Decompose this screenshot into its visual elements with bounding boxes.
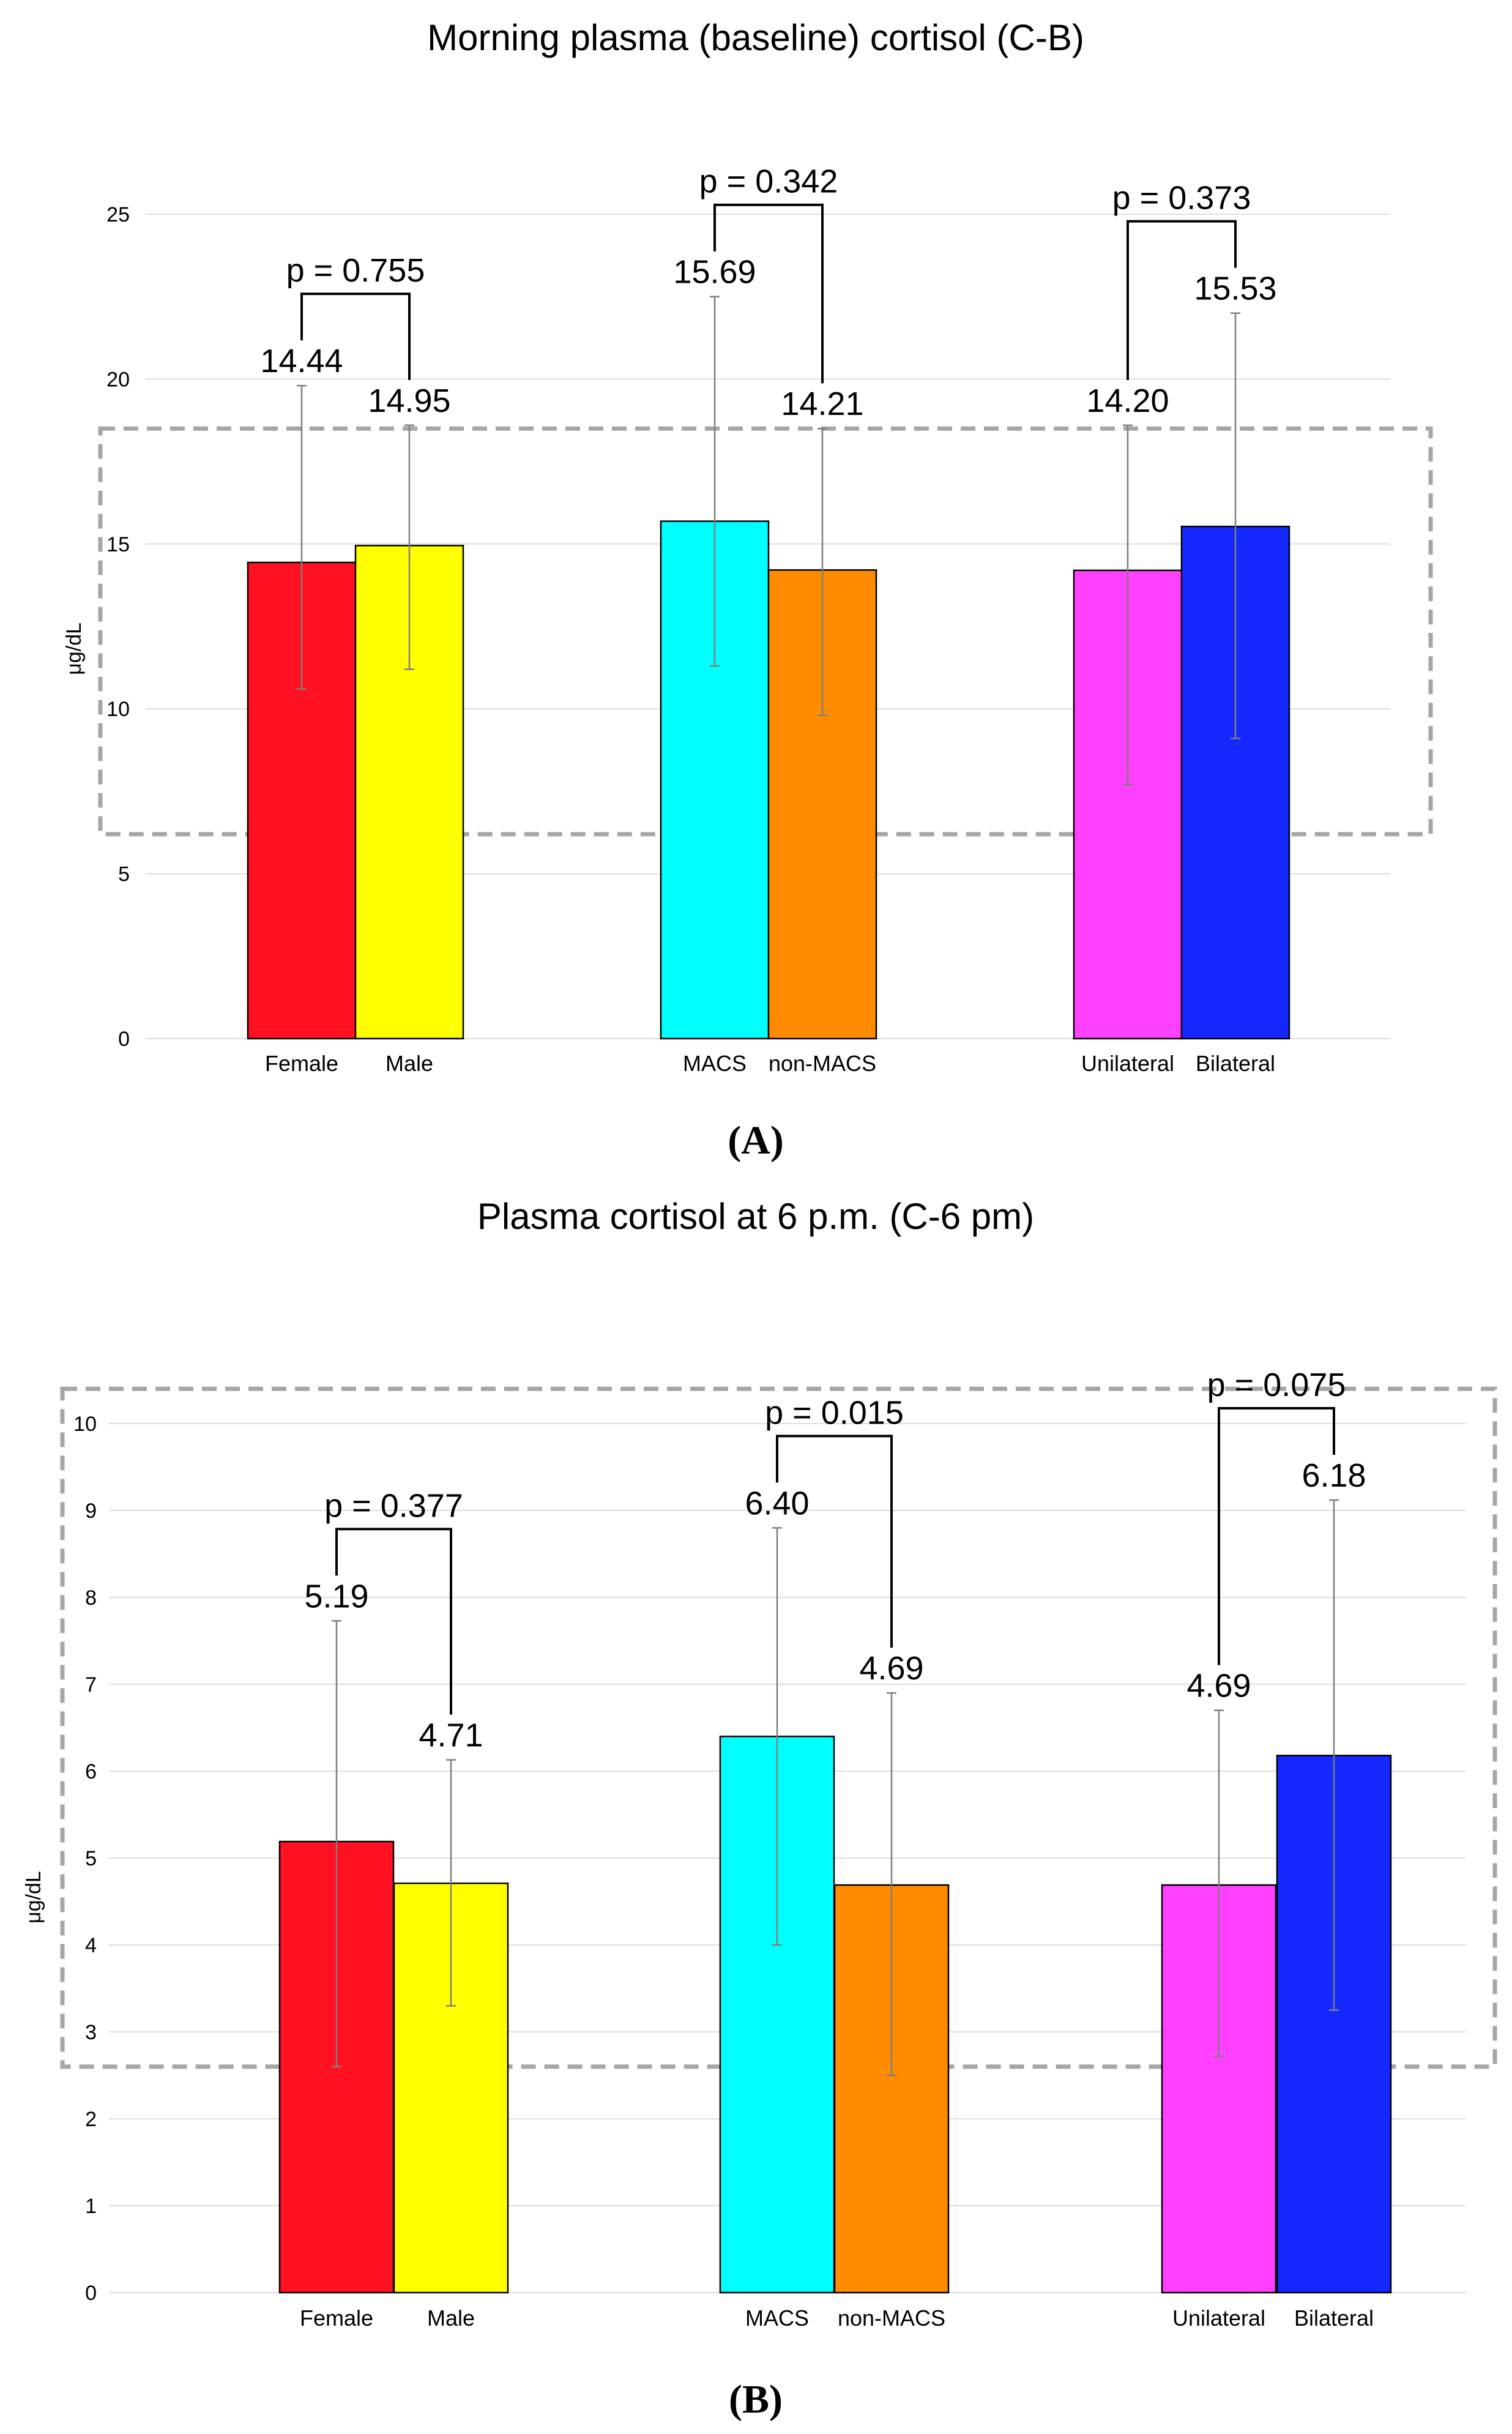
chart-a-y-tick-label: 20 [106,368,130,391]
chart-a-title: Morning plasma (baseline) cortisol (C-B) [427,17,1084,58]
chart-a-value-label: 15.53 [1194,271,1276,307]
chart-a-significance-bracket [300,293,411,380]
chart-b-y-tick-label: 2 [85,2108,97,2131]
chart-b-y-tick-label: 8 [85,1586,97,1610]
chart-b-category-label: Unilateral [1172,2305,1265,2331]
chart-b-y-tick-label: 5 [85,1847,97,1870]
chart-b-category-label: Bilateral [1294,2305,1374,2331]
chart-b-value-label: 6.40 [745,1485,809,1521]
chart-b-significance-bracket [1218,1406,1335,1665]
chart-b-y-tick-label: 6 [85,1760,97,1783]
chart-b-p-value-label: p = 0.015 [765,1394,904,1431]
chart-b-panel-label: (B) [729,2377,783,2422]
chart-a-category-label: non-MACS [769,1051,876,1076]
chart-a-category-label: Unilateral [1081,1051,1174,1076]
chart-a-category-label: Male [385,1051,433,1076]
chart-b-p-value-label: p = 0.075 [1207,1367,1346,1403]
chart-b-y-tick-label: 3 [85,2021,97,2044]
chart-panel-a: Morning plasma (baseline) cortisol (C-B)… [62,17,1433,1163]
chart-b-y-tick-label: 4 [85,1934,97,1957]
chart-b-significance-bracket [776,1435,893,1648]
chart-a-category-label: Bilateral [1196,1051,1275,1076]
chart-a-p-value-label: p = 0.373 [1112,180,1251,217]
chart-a-category-label: Female [265,1051,338,1076]
chart-b-title: Plasma cortisol at 6 p.m. (C-6 pm) [477,1196,1034,1237]
chart-a-panel-label: (A) [728,1118,784,1163]
chart-a-y-tick-label: 0 [118,1028,130,1051]
chart-a-value-label: 14.20 [1086,383,1169,419]
chart-a-p-value-label: p = 0.342 [699,163,838,200]
chart-b-value-label: 5.19 [304,1578,368,1615]
chart-a-y-axis-label: μg/dL [62,622,86,675]
chart-panel-b: Plasma cortisol at 6 p.m. (C-6 pm) μg/dL… [22,1196,1497,2422]
chart-a-value-label: 15.69 [673,254,756,291]
chart-b-p-value-label: p = 0.377 [324,1487,463,1524]
chart-b-significance-bracket [335,1528,452,1715]
chart-a-significance-bracket [1127,220,1237,380]
chart-a-y-tick-label: 10 [106,698,130,721]
chart-a-value-label: 14.44 [260,343,343,379]
chart-a-significance-bracket [713,203,824,384]
chart-b-y-tick-label: 9 [85,1499,97,1523]
chart-a-p-value-label: p = 0.755 [286,252,425,289]
chart-a-value-label: 14.95 [368,383,450,419]
chart-b-y-tick-label: 1 [85,2195,97,2218]
chart-b-y-tick-label: 0 [85,2282,97,2305]
chart-b-category-label: non-MACS [838,2305,945,2331]
chart-b-value-label: 4.71 [419,1717,483,1754]
chart-a-y-tick-label: 25 [106,203,130,226]
chart-a-y-tick-label: 15 [106,533,130,556]
chart-b-category-label: Male [427,2305,475,2331]
chart-a-y-tick-label: 5 [118,863,130,886]
chart-b-y-tick-label: 10 [73,1413,97,1436]
chart-a-category-label: MACS [683,1051,747,1076]
chart-b-y-axis-label: μg/dL [22,1871,45,1924]
chart-a-value-label: 14.21 [781,386,863,422]
chart-b-value-label: 6.18 [1302,1457,1366,1494]
chart-b-category-label: Female [300,2305,373,2331]
chart-b-y-tick-label: 7 [85,1673,97,1697]
chart-b-value-label: 4.69 [859,1650,923,1687]
chart-b-value-label: 4.69 [1186,1668,1251,1704]
chart-b-category-label: MACS [745,2305,809,2331]
